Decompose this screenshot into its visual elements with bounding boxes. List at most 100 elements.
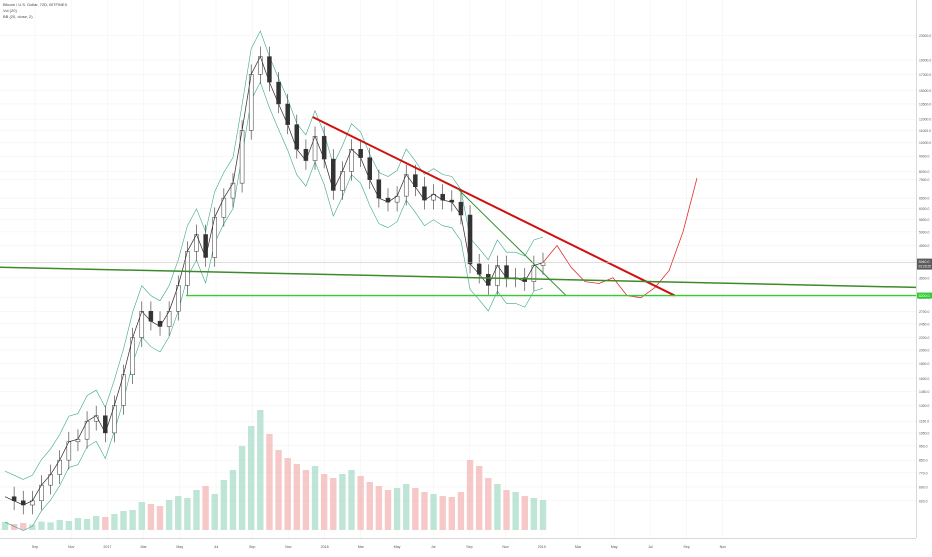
volume-bar [512, 492, 519, 530]
volume-bar [266, 434, 273, 530]
volume-bar [311, 466, 319, 530]
time-tick-label: Mar [358, 545, 365, 549]
volume-bar [29, 524, 36, 530]
time-tick-label: 2018 [321, 545, 329, 549]
volume-bar [439, 496, 446, 530]
price-tick-label: 1150.0 [919, 420, 929, 424]
volume-bar [503, 490, 510, 530]
current-price-label: 3940.0 [919, 260, 930, 264]
price-tick-label: 7500.0 [919, 178, 929, 182]
bollinger-lower [4, 81, 544, 531]
price-tick-label: 950.0 [919, 444, 928, 448]
price-tick-label: 1050.0 [919, 431, 929, 435]
volume-bar [184, 498, 191, 530]
price-tick-label: 1600.0 [919, 377, 929, 381]
volume-bar [65, 521, 73, 530]
current-price-time: 03:26:25 [919, 265, 932, 269]
time-tick-label: Mar [140, 545, 147, 549]
price-axis[interactable]: 23000.0 19000.0 17000.0 15000.0 13500.0 12000… [916, 0, 932, 538]
volume-bar [138, 502, 145, 530]
volume-bar [430, 494, 437, 530]
price-tick-label: 1800.0 [919, 362, 929, 366]
volume-bar [102, 517, 109, 530]
volume-bar [20, 523, 27, 530]
volume-bar [92, 516, 100, 530]
volume-bar [165, 500, 173, 530]
volume-bar [375, 486, 383, 530]
volume-bar [539, 500, 547, 530]
time-tick-label: May [611, 545, 618, 549]
price-axis-svg: 23000.0 19000.0 17000.0 15000.0 13500.0 12000… [917, 34, 932, 503]
volume-bar [248, 426, 255, 530]
price-tick-label: 4500.0 [919, 244, 929, 248]
volume-bar [238, 446, 246, 530]
volume-bar [211, 494, 218, 530]
volume-bar [494, 484, 501, 530]
volume-bar [129, 510, 136, 530]
price-tick-label: 9000.0 [919, 155, 929, 159]
volume-bar [466, 460, 474, 530]
price-tick-label: 2200.0 [919, 336, 929, 340]
green-trendline [457, 188, 567, 296]
price-chart[interactable] [0, 0, 917, 538]
time-axis[interactable]: Sep Nov 2017 Mar May Jul Sep Nov 2018 Mar May Jul Se… [0, 538, 916, 551]
volume-bar [530, 498, 538, 530]
volume-bar [448, 497, 456, 530]
price-tick-label: 2450.0 [919, 322, 929, 326]
volume-bar [47, 522, 54, 530]
volume-bar [339, 474, 346, 530]
chart-area[interactable] [0, 0, 917, 538]
volume-bar [475, 466, 483, 530]
chart-legend: Bitcoin / U.S. Dollar, 72D, BITFINEX Vol… [3, 2, 67, 20]
volume-bar [485, 478, 492, 530]
volume-bar [120, 511, 127, 530]
price-tick-label: 17000.0 [919, 73, 931, 77]
volume-bar [412, 488, 419, 530]
price-tick-label: 3500.0 [919, 276, 929, 280]
volume-bar [175, 496, 182, 530]
price-tick-label: 5000.0 [919, 230, 929, 234]
time-tick-label: Jul [214, 545, 219, 549]
volume-bar [330, 478, 337, 530]
price-tick-label: 10000.0 [919, 141, 931, 145]
time-tick-label: Sep [249, 545, 255, 549]
time-tick-label: Nov [285, 545, 292, 549]
volume-bar [521, 496, 528, 530]
red-trendline [312, 116, 676, 297]
price-tick-label: 2000.0 [919, 348, 929, 352]
legend-volume: Vol (20) [3, 8, 17, 13]
volume-bar [38, 521, 45, 530]
volume-bar [403, 484, 410, 530]
volume-bar [348, 470, 355, 530]
support-price-badge [917, 292, 932, 299]
price-tick-label: 620.0 [919, 499, 928, 503]
legend-symbol-title: Bitcoin / U.S. Dollar, 72D, BITFINEX [3, 2, 68, 7]
price-tick-label: 5500.0 [919, 218, 929, 222]
volume-bar [1, 522, 9, 530]
time-tick-label: Mar [575, 545, 582, 549]
volume-bar [357, 476, 364, 530]
time-tick-label: Sep [466, 545, 472, 549]
price-tick-label: 11000.0 [919, 129, 931, 133]
volume-bar [284, 458, 291, 530]
volume-bar [193, 490, 200, 530]
price-tick-label: 850.0 [919, 459, 928, 463]
volume-bar [202, 486, 209, 530]
projection-path [542, 177, 698, 299]
time-tick-label: May [394, 545, 401, 549]
volume-bar [147, 504, 155, 530]
support-price-label: 3200.0 [919, 294, 930, 298]
volume-bar [220, 480, 228, 530]
time-tick-label: Nov [720, 545, 727, 549]
price-tick-label: 19000.0 [919, 58, 931, 62]
volume-bar [320, 474, 328, 530]
time-tick-label: Jul [431, 545, 436, 549]
volume-bar [229, 470, 237, 530]
volume-bar [293, 464, 300, 530]
volume-bar [393, 488, 401, 530]
volume-bar [10, 524, 18, 530]
volume-bar [111, 514, 118, 530]
volume-bar [83, 519, 91, 530]
current-price-badge [917, 258, 932, 270]
volume-bar [257, 410, 264, 530]
